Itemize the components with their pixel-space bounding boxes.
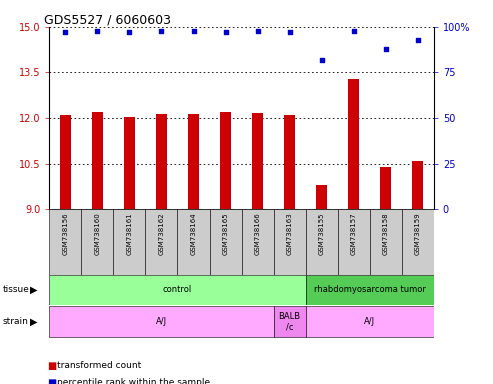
Bar bbox=[338, 209, 370, 275]
Text: BALB
/c: BALB /c bbox=[279, 312, 301, 331]
Text: ■: ■ bbox=[47, 378, 56, 384]
Text: GDS5527 / 6060603: GDS5527 / 6060603 bbox=[44, 13, 172, 26]
Point bbox=[94, 28, 102, 34]
Bar bbox=[274, 209, 306, 275]
Point bbox=[317, 56, 325, 63]
Text: ▶: ▶ bbox=[30, 285, 37, 295]
Bar bbox=[242, 209, 274, 275]
Bar bbox=[177, 209, 210, 275]
Text: strain: strain bbox=[2, 317, 28, 326]
Bar bbox=[81, 209, 113, 275]
Text: GSM738161: GSM738161 bbox=[126, 213, 133, 255]
Bar bbox=[316, 185, 327, 209]
Bar bbox=[306, 275, 434, 305]
Text: GSM738163: GSM738163 bbox=[286, 213, 293, 255]
Bar bbox=[49, 306, 274, 337]
Text: GSM738159: GSM738159 bbox=[415, 213, 421, 255]
Bar bbox=[49, 209, 81, 275]
Text: GSM738160: GSM738160 bbox=[94, 213, 101, 255]
Bar bbox=[210, 209, 242, 275]
Bar bbox=[145, 209, 177, 275]
Text: percentile rank within the sample: percentile rank within the sample bbox=[57, 378, 210, 384]
Text: A/J: A/J bbox=[364, 317, 375, 326]
Text: GSM738157: GSM738157 bbox=[351, 213, 357, 255]
Bar bbox=[412, 161, 423, 209]
Text: GSM738162: GSM738162 bbox=[158, 213, 165, 255]
Text: ▶: ▶ bbox=[30, 316, 37, 327]
Point bbox=[414, 36, 422, 43]
Bar bbox=[348, 79, 359, 209]
Bar bbox=[60, 115, 71, 209]
Point bbox=[157, 28, 165, 34]
Text: transformed count: transformed count bbox=[57, 361, 141, 370]
Bar bbox=[252, 113, 263, 209]
Bar bbox=[306, 306, 434, 337]
Point bbox=[221, 29, 229, 35]
Text: ■: ■ bbox=[47, 361, 56, 371]
Point bbox=[350, 28, 357, 34]
Bar bbox=[380, 167, 391, 209]
Point bbox=[286, 29, 294, 35]
Bar bbox=[156, 114, 167, 209]
Point bbox=[253, 28, 261, 34]
Bar bbox=[402, 209, 434, 275]
Bar bbox=[188, 114, 199, 209]
Text: control: control bbox=[163, 285, 192, 295]
Bar bbox=[284, 115, 295, 209]
Text: GSM738155: GSM738155 bbox=[318, 213, 325, 255]
Text: rhabdomyosarcoma tumor: rhabdomyosarcoma tumor bbox=[314, 285, 425, 295]
Text: tissue: tissue bbox=[2, 285, 30, 295]
Bar bbox=[113, 209, 145, 275]
Bar bbox=[49, 275, 306, 305]
Point bbox=[189, 28, 197, 34]
Bar bbox=[124, 117, 135, 209]
Bar bbox=[92, 112, 103, 209]
Text: GSM738158: GSM738158 bbox=[383, 213, 389, 255]
Text: GSM738165: GSM738165 bbox=[222, 213, 229, 255]
Text: GSM738164: GSM738164 bbox=[190, 213, 197, 255]
Bar bbox=[220, 112, 231, 209]
Text: GSM738156: GSM738156 bbox=[62, 213, 69, 255]
Text: GSM738166: GSM738166 bbox=[254, 213, 261, 255]
Bar bbox=[274, 306, 306, 337]
Bar bbox=[306, 209, 338, 275]
Point bbox=[382, 46, 389, 52]
Point bbox=[125, 29, 133, 35]
Text: A/J: A/J bbox=[156, 317, 167, 326]
Bar bbox=[370, 209, 402, 275]
Point bbox=[61, 29, 69, 35]
